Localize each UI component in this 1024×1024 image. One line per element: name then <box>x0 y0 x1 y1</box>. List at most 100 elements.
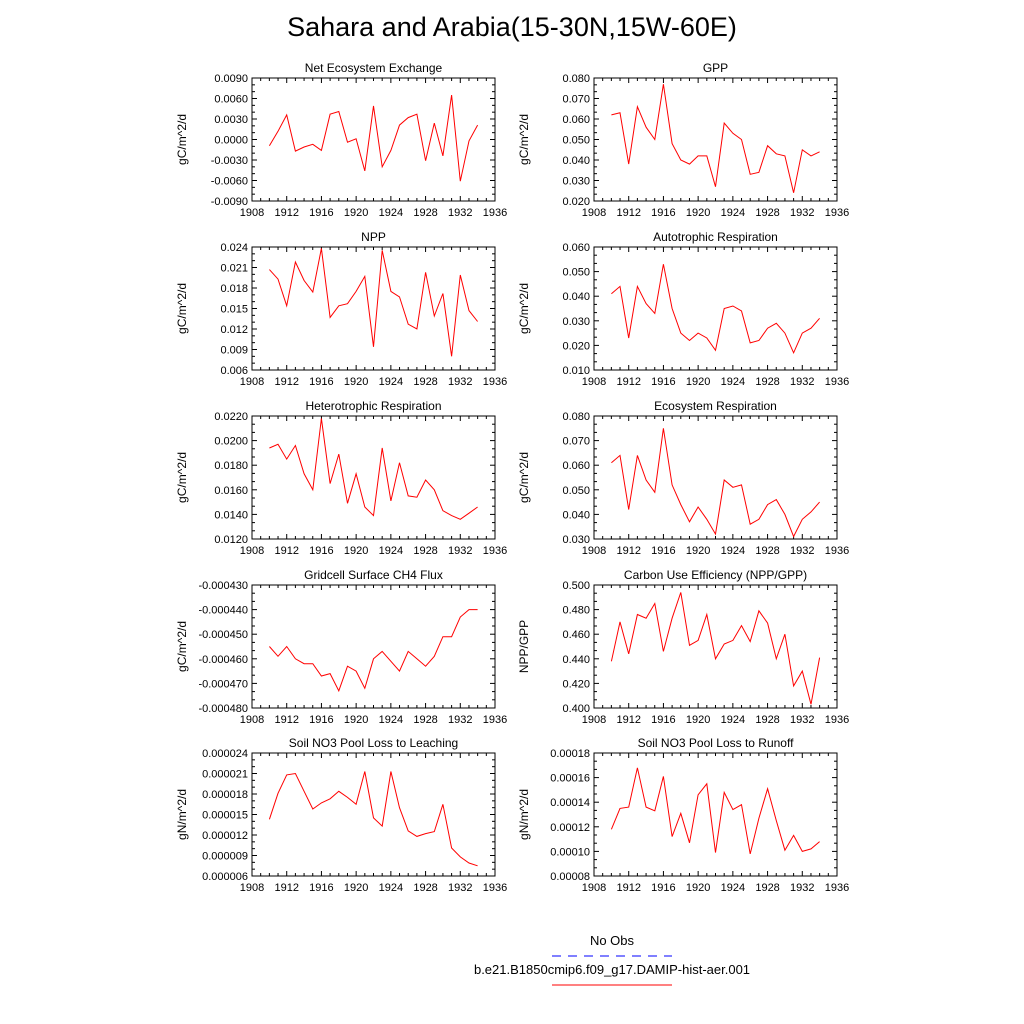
x-tick-label: 1936 <box>825 376 849 388</box>
x-tick-label: 1932 <box>448 376 472 388</box>
y-tick-label: 0.000018 <box>202 789 248 801</box>
y-tick-label: 0.050 <box>562 485 590 497</box>
y-axis-label: NPP/GPP <box>517 620 531 673</box>
x-tick-label: 1916 <box>651 207 675 219</box>
y-tick-label: 0.010 <box>562 365 590 377</box>
x-tick-label: 1928 <box>413 545 437 557</box>
y-tick-label: 0.018 <box>220 283 248 295</box>
y-tick-label: 0.000015 <box>202 810 248 822</box>
y-axis-label: gC/m^2/d <box>517 283 531 334</box>
x-tick-label: 1936 <box>483 207 507 219</box>
chart-title: Soil NO3 Pool Loss to Leaching <box>289 736 458 750</box>
x-tick-label: 1920 <box>344 714 368 726</box>
y-tick-label: 0.021 <box>220 263 248 275</box>
y-tick-label: 0.500 <box>562 580 590 592</box>
x-tick-label: 1908 <box>240 545 264 557</box>
x-tick-label: 1932 <box>448 882 472 894</box>
y-tick-label: 0.460 <box>562 629 590 641</box>
chart-panel: NPP gC/m^2/d 1908 1912 1916 1920 1924 1928 1932 1… <box>175 230 507 388</box>
series-line <box>611 428 820 538</box>
series-line <box>268 95 479 182</box>
y-tick-label: 0.0180 <box>214 460 248 472</box>
y-tick-label: -0.000480 <box>198 703 248 715</box>
y-tick-label: 0.030 <box>562 534 590 546</box>
y-axis-label: gN/m^2/d <box>175 789 189 840</box>
x-tick-label: 1916 <box>309 376 333 388</box>
y-tick-label: -0.000460 <box>198 654 248 666</box>
series-line <box>269 248 478 357</box>
y-tick-label: 0.00012 <box>550 822 590 834</box>
y-tick-label: 0.0090 <box>214 73 248 85</box>
legend-obs-label: No Obs <box>590 933 635 948</box>
x-tick-label: 1928 <box>755 714 779 726</box>
plot-frame <box>251 752 496 877</box>
x-tick-label: 1916 <box>309 714 333 726</box>
y-tick-label: 0.040 <box>562 509 590 521</box>
x-tick-label: 1912 <box>616 882 640 894</box>
x-tick-label: 1908 <box>240 882 264 894</box>
y-tick-label: 0.00016 <box>550 773 590 785</box>
x-tick-label: 1920 <box>686 207 710 219</box>
x-tick-label: 1924 <box>379 882 403 894</box>
plot-frame <box>251 584 496 709</box>
x-tick-label: 1912 <box>274 882 298 894</box>
x-tick-label: 1916 <box>651 545 675 557</box>
y-tick-label: 0.0030 <box>214 114 248 126</box>
y-axis-label: gC/m^2/d <box>517 452 531 503</box>
legend-model-label: b.e21.B1850cmip6.f09_g17.DAMIP-hist-aer.… <box>474 962 750 977</box>
chart-panel: Gridcell Surface CH4 Flux gC/m^2/d 1908 191… <box>175 568 507 726</box>
chart-title: Soil NO3 Pool Loss to Runoff <box>638 736 795 750</box>
x-tick-label: 1928 <box>413 714 437 726</box>
x-tick-label: 1916 <box>309 545 333 557</box>
x-tick-label: 1936 <box>825 882 849 894</box>
y-tick-label: 0.060 <box>562 460 590 472</box>
series-line <box>269 418 478 520</box>
chart-panel: GPP gC/m^2/d 1908 1912 1916 1920 1924 1928 1932 1… <box>517 61 849 219</box>
y-tick-label: 0.030 <box>562 316 590 328</box>
y-tick-label: 0.00018 <box>550 748 590 760</box>
x-tick-label: 1924 <box>721 714 745 726</box>
y-axis-label: gC/m^2/d <box>175 114 189 165</box>
y-tick-label: -0.000450 <box>198 629 248 641</box>
y-tick-label: 0.006 <box>220 365 248 377</box>
x-tick-label: 1924 <box>379 376 403 388</box>
x-tick-label: 1936 <box>483 882 507 894</box>
y-axis-label: gN/m^2/d <box>517 789 531 840</box>
y-tick-label: 0.070 <box>562 94 590 106</box>
x-tick-label: 1928 <box>755 376 779 388</box>
x-tick-label: 1912 <box>274 376 298 388</box>
x-tick-label: 1916 <box>309 207 333 219</box>
chart-title: NPP <box>361 230 386 244</box>
y-tick-label: -0.0060 <box>211 176 248 188</box>
y-tick-label: 0.0220 <box>214 411 248 423</box>
y-axis-label: gC/m^2/d <box>175 621 189 672</box>
x-tick-label: 1936 <box>483 545 507 557</box>
plot-frame <box>593 246 838 371</box>
x-tick-label: 1924 <box>721 376 745 388</box>
x-tick-label: 1920 <box>344 376 368 388</box>
y-tick-label: 0.060 <box>562 114 590 126</box>
x-tick-label: 1920 <box>686 714 710 726</box>
series-line <box>611 84 820 193</box>
x-tick-label: 1908 <box>582 714 606 726</box>
chart-panel: Soil NO3 Pool Loss to Runoff gN/m^2/d 1908… <box>517 736 849 894</box>
x-tick-label: 1908 <box>582 376 606 388</box>
y-tick-label: 0.00008 <box>550 871 590 883</box>
y-axis-label: gC/m^2/d <box>175 283 189 334</box>
x-tick-label: 1932 <box>790 882 814 894</box>
chart-title: Carbon Use Efficiency (NPP/GPP) <box>624 568 807 582</box>
x-tick-label: 1932 <box>790 545 814 557</box>
y-axis-label: gC/m^2/d <box>175 452 189 503</box>
y-tick-label: 0.480 <box>562 605 590 617</box>
y-tick-label: 0.012 <box>220 324 248 336</box>
chart-panel: Heterotrophic Respiration gC/m^2/d 1908 191… <box>175 399 507 557</box>
plot-frame <box>593 752 838 877</box>
y-tick-label: 0.000006 <box>202 871 248 883</box>
x-tick-label: 1908 <box>582 882 606 894</box>
legend: No Obs b.e21.B1850cmip6.f09_g17.DAMIP-hi… <box>474 933 750 986</box>
y-tick-label: 0.0200 <box>214 436 248 448</box>
x-tick-label: 1908 <box>240 376 264 388</box>
x-tick-label: 1932 <box>790 376 814 388</box>
x-tick-label: 1916 <box>651 714 675 726</box>
